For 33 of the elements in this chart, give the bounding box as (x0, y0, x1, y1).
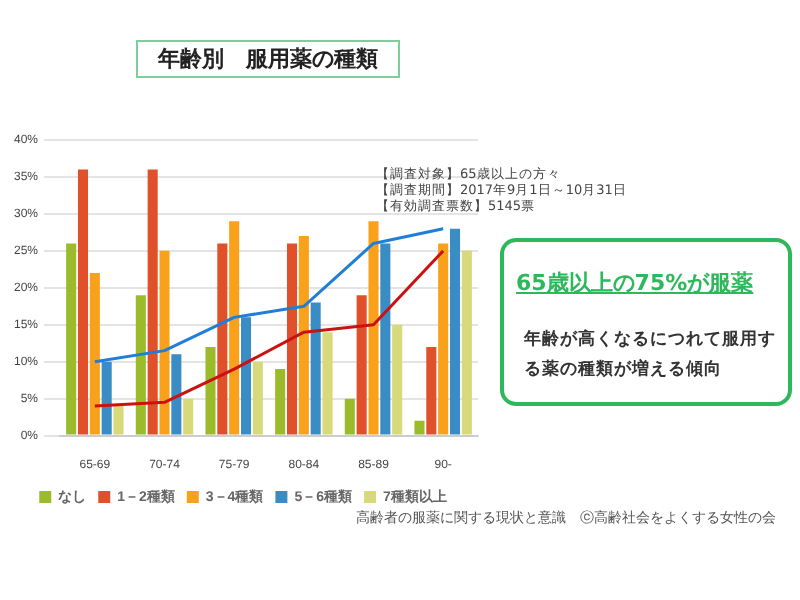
bar (217, 243, 228, 435)
bar (205, 346, 216, 435)
bar (298, 236, 309, 435)
bar (310, 302, 321, 435)
bar (159, 250, 170, 435)
text: 65歳以上の75%が服薬 (516, 268, 754, 298)
bar (171, 354, 182, 435)
bar (286, 243, 298, 435)
bar (113, 406, 124, 435)
bar (89, 273, 100, 435)
text: 年齢が高くなるにつれて服用する薬の種類が増える傾向 (524, 327, 776, 384)
bar (240, 317, 252, 435)
bar (101, 361, 112, 435)
bar (229, 221, 240, 435)
bar (66, 243, 77, 435)
bar (322, 332, 333, 435)
bar (461, 250, 472, 435)
bar (183, 398, 194, 435)
bar (380, 243, 391, 435)
bar (135, 295, 146, 435)
bar (438, 243, 449, 435)
bar (449, 228, 461, 435)
bar (344, 398, 355, 435)
bar (356, 295, 367, 435)
bar (392, 324, 403, 435)
bar (426, 346, 437, 435)
bar (275, 369, 286, 435)
bar (414, 420, 425, 435)
chart-title: 年齢別 服用薬の種類 (136, 40, 400, 78)
bar (252, 361, 263, 435)
bar (77, 169, 89, 435)
bar (368, 221, 379, 435)
bar (147, 169, 158, 435)
